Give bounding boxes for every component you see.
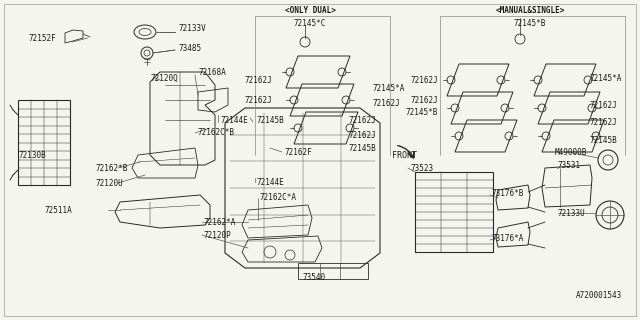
Text: 72120U: 72120U	[95, 179, 123, 188]
Text: 72162J: 72162J	[590, 100, 618, 109]
Text: 72120Q: 72120Q	[150, 74, 178, 83]
Text: 72162J: 72162J	[410, 95, 438, 105]
Text: 72133V: 72133V	[178, 23, 205, 33]
Text: 73176*B: 73176*B	[491, 188, 524, 197]
Text: 72145*B: 72145*B	[406, 108, 438, 116]
Text: 72162J: 72162J	[244, 76, 272, 84]
Text: 72162J: 72162J	[410, 76, 438, 84]
Bar	[18, 100, 70, 185]
Text: A720001543: A720001543	[576, 292, 622, 300]
Text: 73176*A: 73176*A	[491, 234, 524, 243]
Text: 72162J: 72162J	[348, 116, 376, 124]
Text: 72162C*B: 72162C*B	[197, 127, 234, 137]
Text: 72145B: 72145B	[256, 116, 284, 124]
Bar	[415, 172, 493, 252]
Text: 72162F: 72162F	[284, 148, 312, 156]
Text: 72162*A: 72162*A	[203, 218, 236, 227]
Text: M49000B: M49000B	[555, 148, 588, 156]
Text: <ONLY DUAL>: <ONLY DUAL>	[285, 5, 335, 14]
Text: 72133U: 72133U	[557, 209, 585, 218]
Text: <MANUAL&SINGLE>: <MANUAL&SINGLE>	[495, 5, 564, 14]
Text: FRONT: FRONT	[392, 150, 417, 159]
Text: 72162*B: 72162*B	[95, 164, 127, 172]
Text: 72162J: 72162J	[590, 117, 618, 126]
Text: 72145B: 72145B	[348, 143, 376, 153]
Text: 72162J: 72162J	[244, 95, 272, 105]
Text: 72145B: 72145B	[590, 135, 618, 145]
Text: 72144E: 72144E	[256, 178, 284, 187]
Text: 72145*A: 72145*A	[372, 84, 404, 92]
Text: 72130B: 72130B	[18, 150, 45, 159]
Text: 72145*C: 72145*C	[294, 19, 326, 28]
Text: 72144E: 72144E	[220, 116, 248, 124]
Text: 72168A: 72168A	[198, 68, 226, 76]
Text: 72162C*A: 72162C*A	[259, 193, 296, 202]
Text: 72145*A: 72145*A	[590, 74, 622, 83]
Text: 72162J: 72162J	[348, 131, 376, 140]
Text: 73523: 73523	[410, 164, 433, 172]
Text: 72120P: 72120P	[203, 230, 231, 239]
Text: 72511A: 72511A	[44, 205, 72, 214]
Text: 73531: 73531	[557, 161, 580, 170]
Text: 72162J: 72162J	[372, 99, 400, 108]
Bar	[298, 263, 368, 279]
Text: 73485: 73485	[178, 44, 201, 52]
Text: 73540: 73540	[302, 274, 325, 283]
Text: 72145*B: 72145*B	[514, 19, 546, 28]
Text: 72152F: 72152F	[28, 34, 56, 43]
